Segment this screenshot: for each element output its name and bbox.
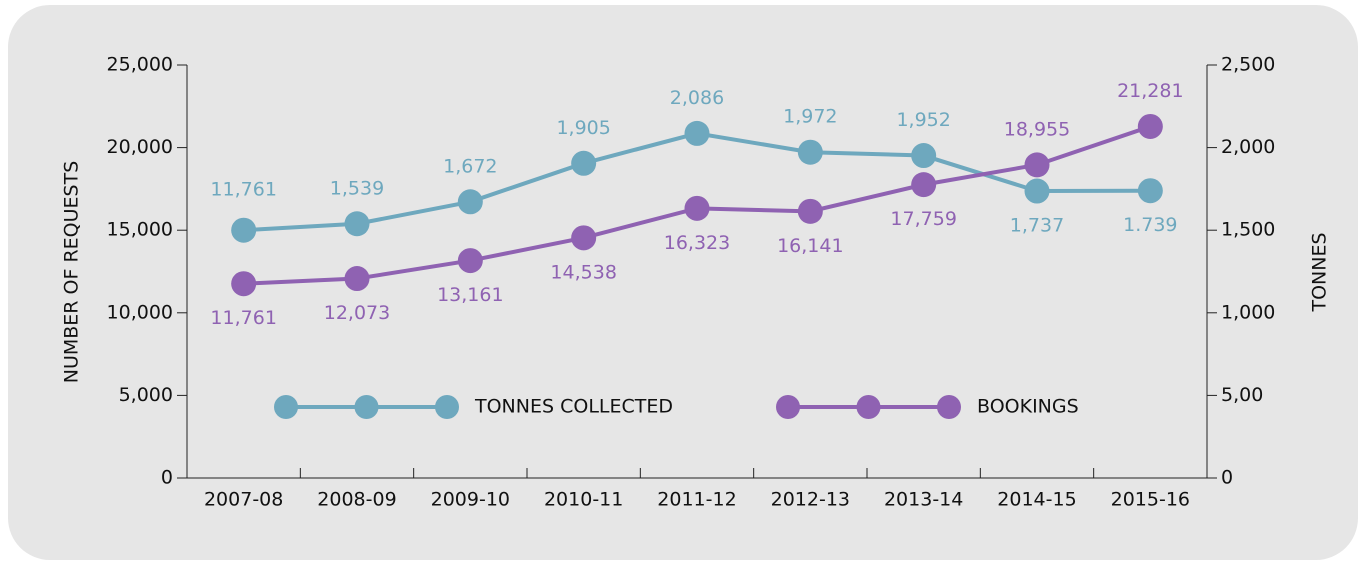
- y2-tick-label: 0: [1221, 467, 1233, 489]
- data-label: 12,073: [324, 302, 390, 324]
- point: [797, 139, 823, 165]
- data-label: 1,539: [330, 177, 384, 199]
- y-axis-label: NUMBER OF REQUESTS: [61, 161, 83, 384]
- data-label: 21,281: [1117, 80, 1183, 102]
- legend-label: BOOKINGS: [977, 396, 1079, 418]
- data-label: 16,141: [777, 235, 843, 257]
- point: [684, 195, 710, 221]
- x-tick-label: 2010-11: [544, 489, 623, 511]
- y-tick-label: 10,000: [107, 301, 173, 323]
- point: [1137, 178, 1163, 204]
- data-label: 1,905: [556, 117, 610, 139]
- y-tick-label: 25,000: [107, 54, 173, 76]
- legend-marker: [856, 395, 881, 419]
- point: [1137, 113, 1163, 139]
- data-label: 1.739: [1123, 214, 1177, 236]
- y2-tick-label: 2,000: [1221, 136, 1275, 158]
- y-tick-label: 5,000: [119, 384, 173, 406]
- data-label: 1,952: [896, 109, 950, 131]
- legend-marker: [937, 395, 961, 419]
- y2-tick-label: 2,500: [1221, 54, 1275, 76]
- point: [911, 172, 937, 198]
- x-tick-label: 2013-14: [884, 489, 963, 511]
- legend-marker: [354, 395, 379, 419]
- point: [797, 198, 823, 224]
- legend-marker: [776, 395, 800, 419]
- point: [457, 248, 483, 274]
- data-label: 11,761: [210, 307, 276, 329]
- x-tick-label: 2014-15: [997, 489, 1076, 511]
- point: [231, 217, 257, 243]
- point: [231, 271, 257, 297]
- data-label: 14,538: [550, 261, 616, 283]
- point: [344, 266, 370, 292]
- y2-axis-label: TONNES: [1309, 232, 1331, 312]
- y2-tick-label: 5,00: [1221, 384, 1263, 406]
- y2-tick-label: 1,000: [1221, 301, 1275, 323]
- data-label: 16,323: [664, 232, 730, 254]
- data-label: 18,955: [1004, 118, 1070, 140]
- data-label: 2,086: [670, 87, 724, 109]
- point: [1024, 152, 1050, 178]
- data-label: 17,759: [890, 208, 956, 230]
- legend-label: TONNES COLLECTED: [474, 396, 673, 418]
- point: [1024, 178, 1050, 204]
- point: [684, 120, 710, 146]
- point: [571, 150, 597, 176]
- legend-marker: [435, 395, 459, 419]
- y-tick-label: 0: [161, 467, 173, 489]
- legend-marker: [274, 395, 298, 419]
- panel: [8, 5, 1358, 560]
- y-tick-label: 15,000: [107, 219, 173, 241]
- y2-tick-label: 1,500: [1221, 219, 1275, 241]
- data-label: 1,972: [783, 106, 837, 128]
- x-tick-label: 2012-13: [771, 489, 850, 511]
- x-tick-label: 2007-08: [204, 489, 283, 511]
- point: [571, 225, 597, 251]
- data-label: 13,161: [437, 284, 503, 306]
- y-tick-label: 20,000: [107, 136, 173, 158]
- annotation: 11,761: [210, 179, 276, 201]
- x-tick-label: 2009-10: [431, 489, 510, 511]
- point: [457, 189, 483, 215]
- x-tick-label: 2008-09: [317, 489, 396, 511]
- x-tick-label: 2011-12: [657, 489, 736, 511]
- x-tick-label: 2015-16: [1111, 489, 1190, 511]
- point: [344, 211, 370, 237]
- data-label: 1,672: [443, 155, 497, 177]
- data-label: 1,737: [1010, 215, 1064, 237]
- point: [911, 143, 937, 169]
